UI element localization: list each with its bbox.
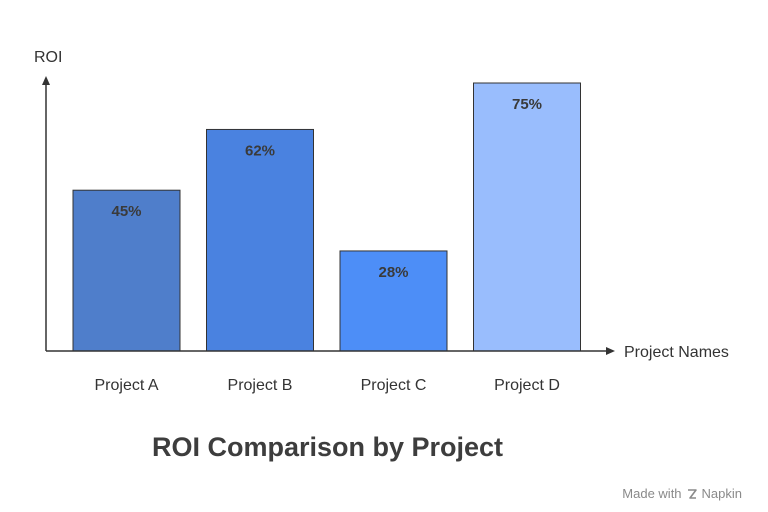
x-axis-label: Project Names [624,344,729,361]
x-tick-label-project-d: Project D [494,377,560,394]
axes-layer: ROI Project Names [34,49,729,361]
bars-layer [72,82,581,352]
made-with-napkin-badge[interactable]: Made with Napkin [622,486,742,501]
chart-title: ROI Comparison by Project [151,432,504,462]
x-tick-label-project-b: Project B [228,377,293,394]
bar-project-c [339,250,448,352]
napkin-brand-name: Napkin [701,486,742,501]
made-with-text: Made with [622,486,682,501]
data-label-project-c: 28% [378,264,408,281]
x-tick-label-project-c: Project C [361,377,427,394]
bar-project-b [206,128,314,352]
x-tick-label-project-a: Project A [94,377,158,394]
x-axis-arrow [606,347,615,355]
labels-layer: 45% Project A 62% Project B 28% Project C 75% P… [94,96,559,394]
bar-project-d [473,82,581,352]
data-label-project-a: 45% [111,203,141,220]
y-axis-label: ROI [34,49,62,66]
bar-chart: ROI Project Names 45% Project A 62% Project… [34,49,729,394]
data-label-project-d: 75% [512,96,542,113]
data-label-project-b: 62% [245,142,275,159]
napkin-logo-icon [686,488,698,500]
y-axis-arrow [42,76,50,85]
bar-project-a [72,189,181,352]
